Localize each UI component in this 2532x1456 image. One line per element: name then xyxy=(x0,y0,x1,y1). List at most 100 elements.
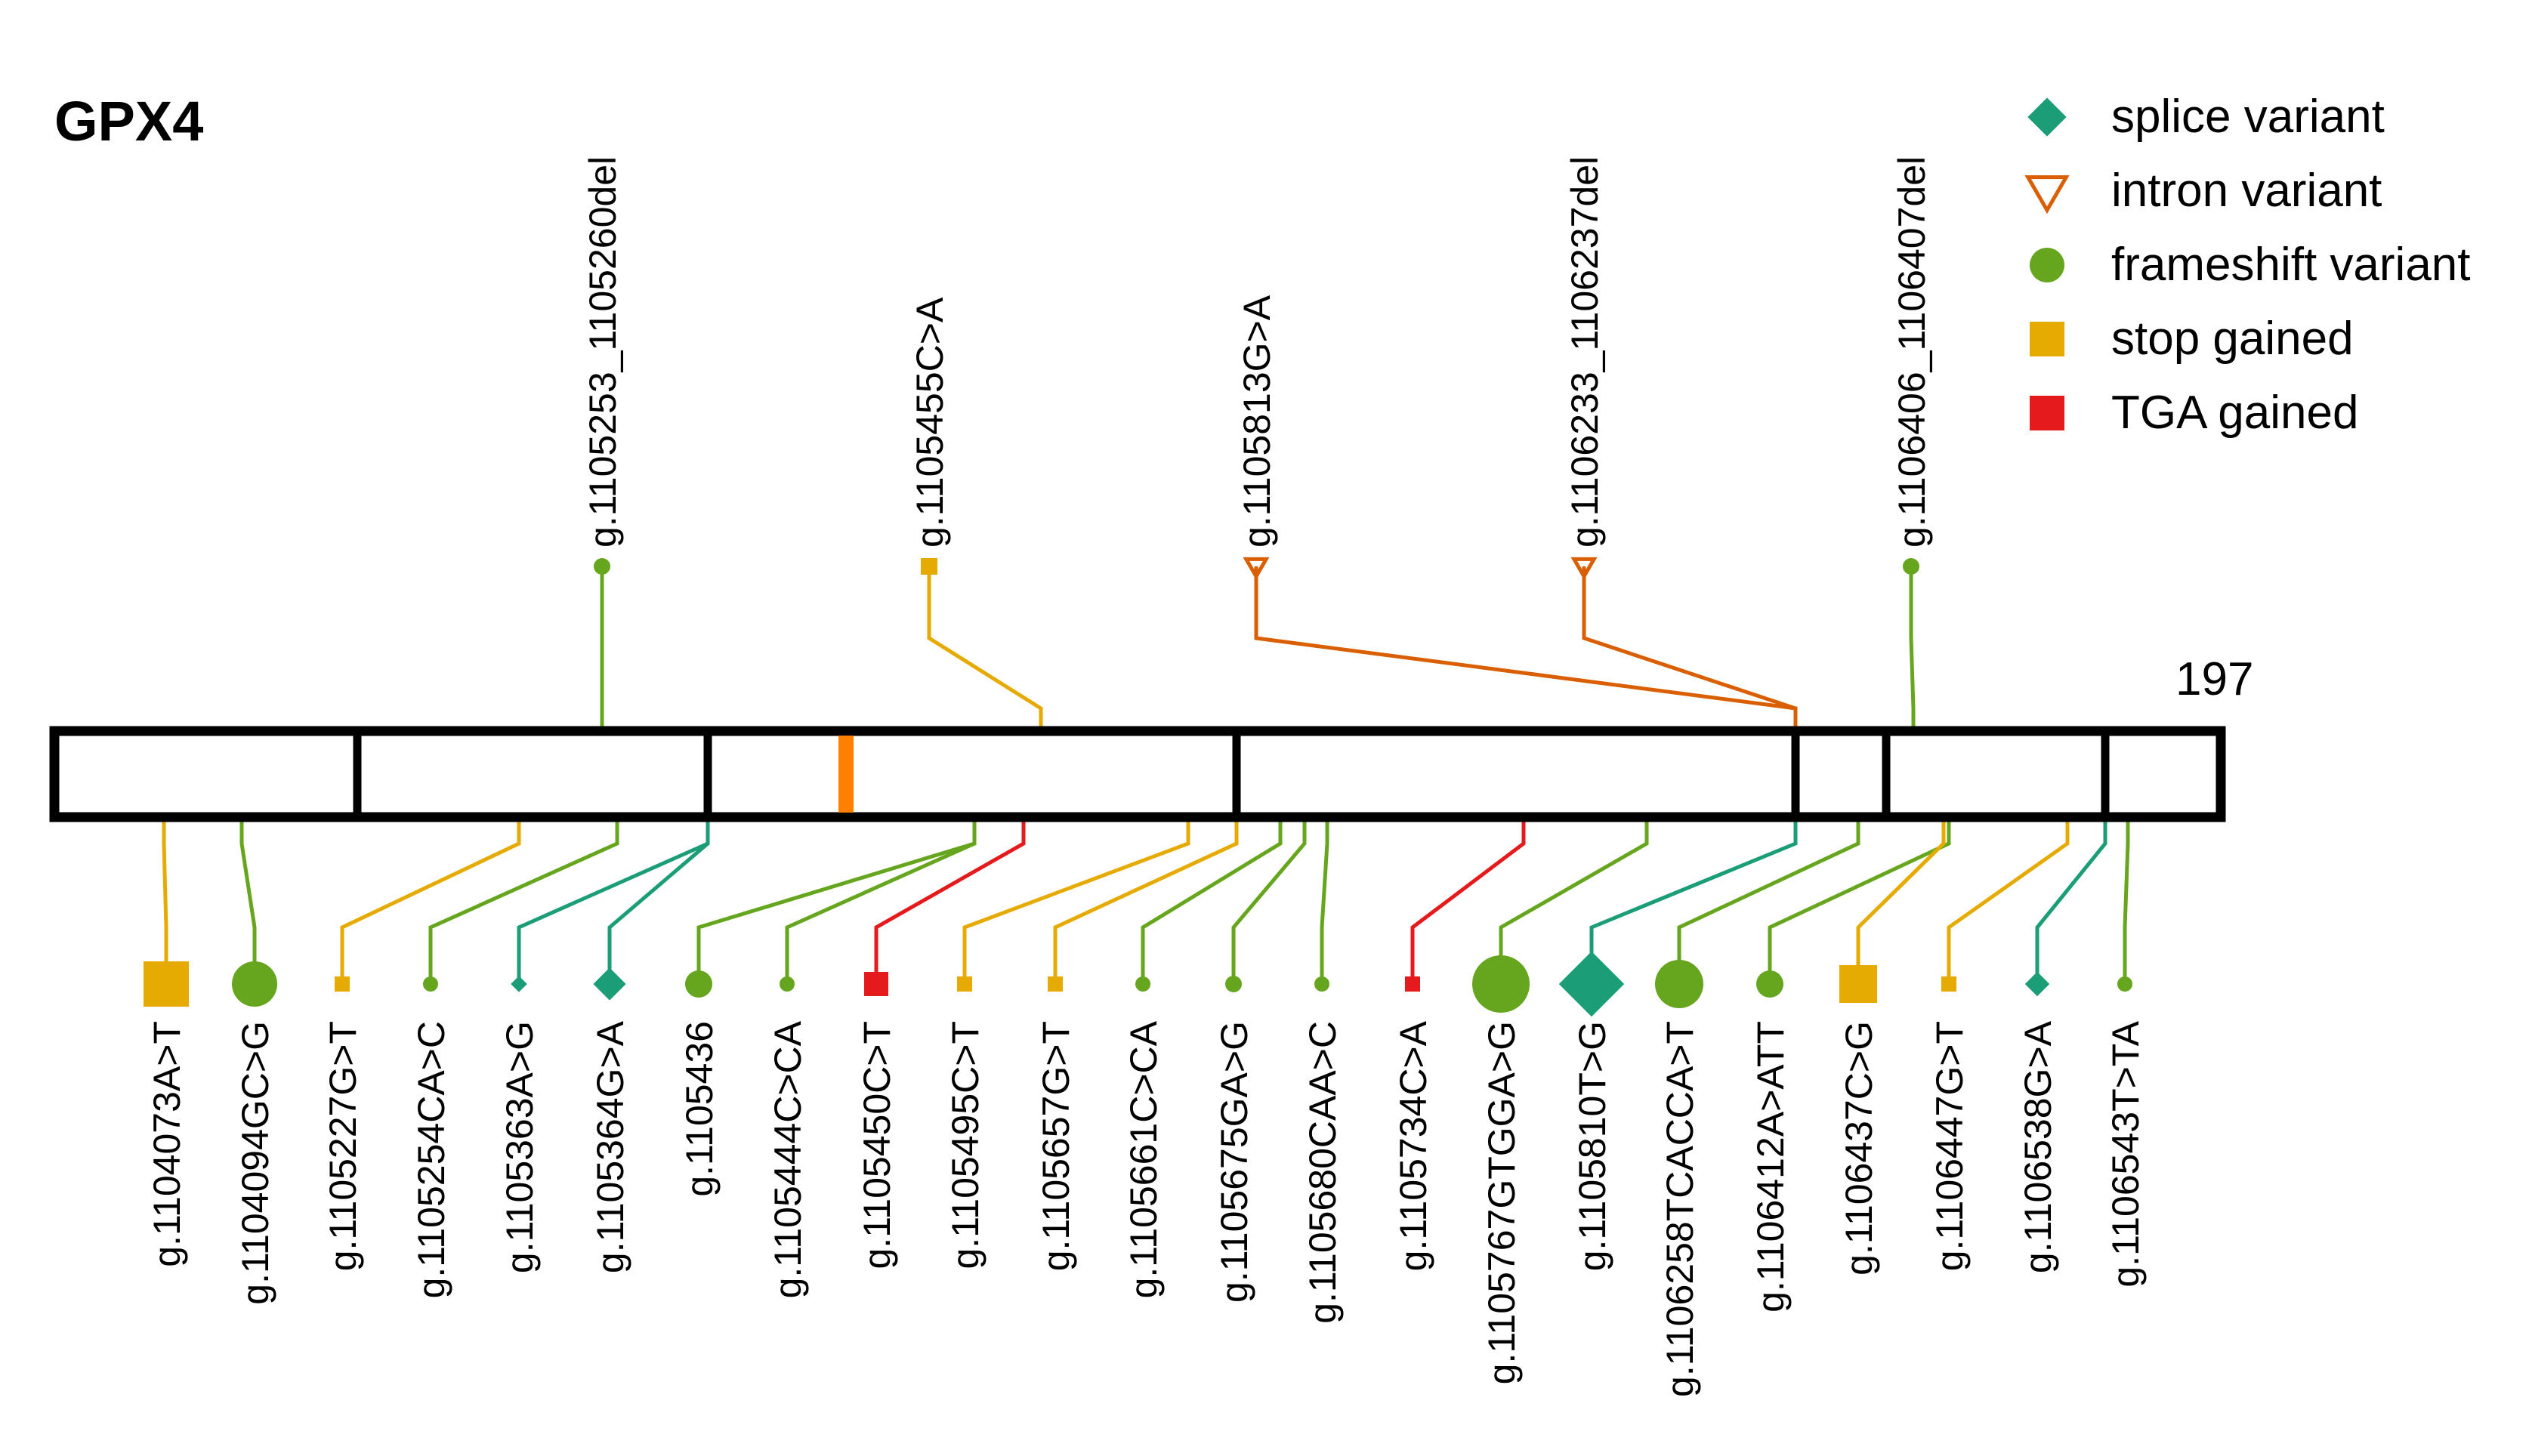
bottom-variant-label: g.1104073A>T xyxy=(146,1021,188,1267)
legend-tga-icon xyxy=(2030,396,2064,430)
protein-track xyxy=(49,726,2226,822)
bottom-marker xyxy=(423,976,438,992)
bottom-stem xyxy=(2123,817,2130,984)
bottom-variant-label: g.1105436 xyxy=(678,1021,721,1197)
bottom-marker xyxy=(593,967,626,1001)
bottom-variant-label: g.1105734C>A xyxy=(1392,1020,1434,1271)
legend-frameshift-icon xyxy=(2030,248,2064,282)
bottom-marker xyxy=(232,961,277,1007)
bottom-variant-label: g.1105495C>T xyxy=(944,1021,987,1269)
top-marker xyxy=(1243,557,1270,581)
bottom-variant-label: g.1106412A>ATT xyxy=(1749,1021,1792,1313)
legend-intron-icon xyxy=(2024,175,2070,214)
bottom-variant-label: g.1105450C>T xyxy=(856,1021,898,1269)
bottom-stem xyxy=(239,817,257,984)
top-marker xyxy=(921,558,937,575)
bottom-stem xyxy=(1141,817,1283,984)
bottom-marker xyxy=(1655,960,1703,1008)
bottom-marker xyxy=(685,970,712,998)
bottom-stem xyxy=(1320,817,1329,984)
protein-length-label: 197 xyxy=(2175,653,2253,705)
top-variant-label: g.1105813G>A xyxy=(1236,295,1278,548)
top-stem xyxy=(1254,566,1798,731)
top-marker xyxy=(1570,557,1598,581)
legend: splice variant intron variant frameshift v… xyxy=(2024,91,2471,439)
bottom-stem xyxy=(785,817,977,984)
bottom-marker xyxy=(957,976,972,992)
bottom-marker xyxy=(1472,955,1530,1013)
top-variant-label: g.1106233_1106237del xyxy=(1564,156,1606,548)
bottom-variant-label: g.1105254CA>C xyxy=(410,1021,452,1298)
bottom-marker xyxy=(1941,976,1956,992)
top-variant-label: g.1105253_1105260del xyxy=(582,156,624,548)
highlight-region xyxy=(838,736,854,813)
bottom-stem xyxy=(696,817,977,984)
bottom-stem xyxy=(1768,817,1951,984)
bottom-variant-label: g.1105657G>T xyxy=(1035,1021,1077,1271)
bottom-stem xyxy=(1947,817,2070,984)
bottom-stem xyxy=(1677,817,1860,984)
bottom-marker xyxy=(1135,976,1150,992)
bottom-variant-label: g.1106538G>A xyxy=(2017,1020,2059,1273)
bottom-marker xyxy=(511,976,527,992)
bottom-stem xyxy=(1589,817,1798,984)
bottom-marker xyxy=(1405,976,1420,992)
bottom-variant-label: g.1104094GC>G xyxy=(234,1021,276,1305)
bottom-stem xyxy=(1053,817,1239,984)
bottom-variant-label: g.1106543T>TA xyxy=(2104,1020,2147,1287)
bottom-stem xyxy=(2035,817,2107,984)
top-stem xyxy=(1909,566,1916,731)
bottom-variant-label: g.1105227G>T xyxy=(322,1021,364,1271)
bottom-stem xyxy=(607,817,710,984)
bottom-stem xyxy=(962,817,1190,984)
legend-label: TGA gained xyxy=(2111,387,2358,439)
bottom-marker xyxy=(2024,971,2050,997)
top-stem xyxy=(1582,566,1798,731)
bottom-variant-label: g.1105810T>G xyxy=(1571,1021,1613,1271)
top-variant-label: g.1105455C>A xyxy=(909,297,951,548)
top-variant-label: g.1106406_1106407del xyxy=(1891,156,1933,548)
bottom-variant-label: g.1106437C>G xyxy=(1838,1021,1880,1276)
protein-bar xyxy=(49,726,2226,822)
legend-splice-icon xyxy=(2027,97,2067,137)
bottom-variant-label: g.1105767GTGGA>G xyxy=(1481,1021,1523,1384)
bottom-stem xyxy=(517,817,710,984)
legend-label: stop gained xyxy=(2111,313,2354,365)
bottom-stem xyxy=(162,817,168,984)
bottom-marker xyxy=(1839,965,1877,1003)
bottom-stem xyxy=(874,817,1026,984)
bottom-variant-label: g.1105444C>CA xyxy=(767,1020,809,1298)
legend-stop-icon xyxy=(2030,322,2064,356)
bottom-variant-label: g.1105675GA>G xyxy=(1213,1021,1255,1303)
bottom-variant-label: g.1105364G>A xyxy=(589,1020,631,1273)
bottom-marker xyxy=(1558,951,1625,1017)
legend-label: frameshift variant xyxy=(2111,239,2471,291)
bottom-variant-label: g.1105680CAA>C xyxy=(1302,1021,1344,1324)
bottom-stem xyxy=(1231,817,1307,984)
top-stem xyxy=(927,566,1043,731)
top-marker xyxy=(1903,558,1919,575)
gene-title: GPX4 xyxy=(54,90,203,153)
legend-label: intron variant xyxy=(2111,165,2382,217)
bottom-variant-label: g.1105661C>CA xyxy=(1122,1020,1165,1298)
bottom-variant-label: g.1106258TCACCA>T xyxy=(1659,1021,1701,1397)
bottom-marker xyxy=(1048,976,1063,992)
bottom-stem xyxy=(1856,817,1946,984)
legend-label: splice variant xyxy=(2111,91,2385,143)
bottom-marker xyxy=(144,961,189,1007)
bottom-marker xyxy=(864,972,888,996)
bottom-marker xyxy=(780,976,795,992)
variant-markers xyxy=(144,557,2132,1017)
bottom-stem xyxy=(428,817,619,984)
bottom-marker xyxy=(1756,970,1783,998)
bottom-variant-label: g.1105363A>G xyxy=(499,1021,541,1273)
bottom-marker xyxy=(2117,976,2132,992)
bottom-marker xyxy=(1314,976,1329,992)
bottom-marker xyxy=(335,976,350,992)
bottom-stem xyxy=(340,817,521,984)
bottom-variant-label: g.1106447G>T xyxy=(1928,1021,1971,1271)
bottom-marker xyxy=(1225,976,1242,992)
variant-labels: g.1105253_1105260del g.1105455C>A g.110581… xyxy=(146,156,2147,1397)
top-marker xyxy=(594,558,610,575)
